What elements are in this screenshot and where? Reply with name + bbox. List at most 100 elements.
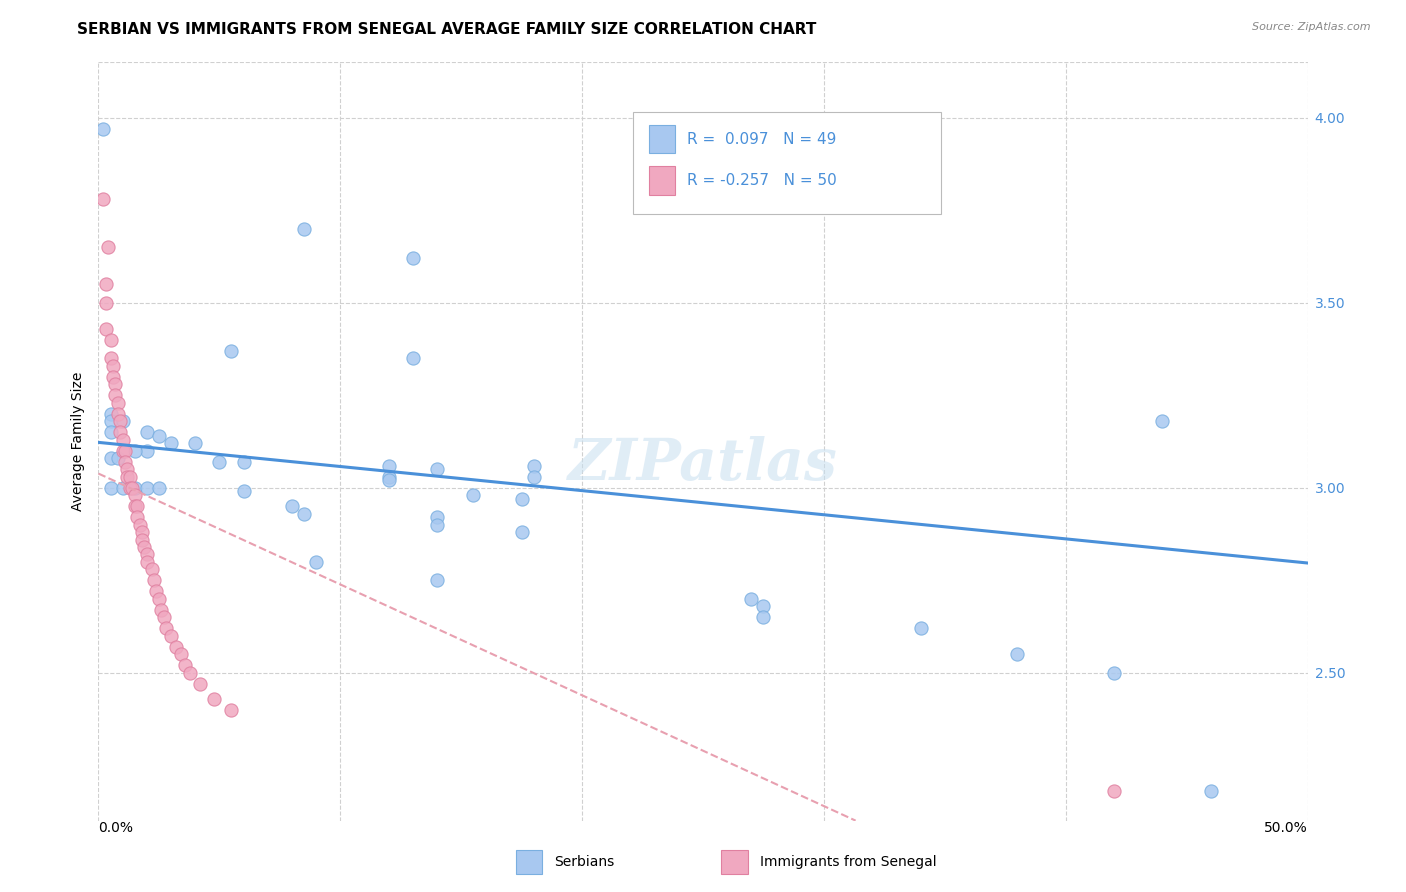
- Point: [131, 525, 153, 540]
- Point: [145, 584, 167, 599]
- Point: [124, 481, 146, 495]
- Point: [100, 407, 122, 421]
- Point: [135, 425, 157, 440]
- Point: [124, 443, 146, 458]
- Point: [108, 414, 131, 428]
- Point: [135, 547, 157, 561]
- Point: [100, 414, 122, 428]
- Point: [204, 691, 226, 706]
- Point: [1152, 414, 1174, 428]
- Point: [100, 481, 122, 495]
- Point: [94, 322, 117, 336]
- Point: [426, 517, 449, 532]
- Point: [148, 481, 170, 495]
- Point: [169, 647, 191, 661]
- Point: [100, 351, 122, 366]
- Point: [117, 462, 139, 476]
- Text: R =  0.097   N = 49: R = 0.097 N = 49: [688, 131, 837, 146]
- Point: [523, 469, 546, 483]
- Point: [152, 610, 174, 624]
- Point: [165, 640, 187, 654]
- Point: [174, 658, 197, 673]
- Point: [100, 425, 122, 440]
- Point: [510, 525, 533, 540]
- Point: [281, 500, 304, 514]
- Point: [131, 533, 153, 547]
- Point: [150, 603, 173, 617]
- Point: [523, 458, 546, 473]
- FancyBboxPatch shape: [648, 166, 675, 195]
- Point: [135, 443, 157, 458]
- Point: [160, 436, 183, 450]
- Point: [118, 481, 141, 495]
- Point: [184, 436, 207, 450]
- Text: Serbians: Serbians: [554, 855, 614, 870]
- Point: [100, 451, 122, 466]
- FancyBboxPatch shape: [721, 850, 748, 874]
- Point: [188, 677, 211, 691]
- Point: [97, 240, 120, 254]
- Point: [135, 555, 157, 569]
- Point: [377, 469, 399, 483]
- FancyBboxPatch shape: [633, 112, 941, 214]
- Text: R = -0.257   N = 50: R = -0.257 N = 50: [688, 173, 837, 188]
- Point: [463, 488, 485, 502]
- Point: [134, 540, 156, 554]
- Text: Source: ZipAtlas.com: Source: ZipAtlas.com: [1253, 22, 1371, 32]
- Point: [179, 665, 201, 680]
- Point: [160, 629, 183, 643]
- Point: [108, 425, 131, 440]
- Text: 50.0%: 50.0%: [1264, 821, 1308, 835]
- Point: [101, 369, 124, 384]
- Point: [1007, 647, 1029, 661]
- Point: [305, 555, 328, 569]
- Point: [111, 481, 134, 495]
- Point: [232, 484, 254, 499]
- Point: [141, 562, 163, 576]
- Y-axis label: Average Family Size: Average Family Size: [70, 372, 84, 511]
- Point: [111, 443, 134, 458]
- Point: [148, 591, 170, 606]
- Text: Immigrants from Senegal: Immigrants from Senegal: [759, 855, 936, 870]
- Point: [752, 610, 775, 624]
- Point: [111, 414, 134, 428]
- Point: [94, 296, 117, 310]
- Point: [127, 510, 149, 524]
- Point: [426, 573, 449, 587]
- Text: SERBIAN VS IMMIGRANTS FROM SENEGAL AVERAGE FAMILY SIZE CORRELATION CHART: SERBIAN VS IMMIGRANTS FROM SENEGAL AVERA…: [77, 22, 817, 37]
- Point: [104, 377, 127, 392]
- Point: [740, 591, 762, 606]
- Point: [121, 481, 143, 495]
- Point: [91, 122, 114, 136]
- Point: [124, 488, 146, 502]
- Point: [104, 388, 127, 402]
- Point: [1199, 784, 1222, 798]
- Point: [910, 621, 932, 635]
- Point: [155, 621, 177, 635]
- Point: [118, 469, 141, 483]
- Point: [114, 443, 136, 458]
- Point: [101, 359, 124, 373]
- Point: [111, 433, 134, 447]
- Point: [107, 395, 129, 409]
- Point: [1102, 665, 1125, 680]
- Point: [232, 455, 254, 469]
- Point: [752, 599, 775, 614]
- Point: [107, 407, 129, 421]
- Point: [148, 429, 170, 443]
- Point: [100, 333, 122, 347]
- Point: [426, 462, 449, 476]
- Text: ZIPatlas: ZIPatlas: [568, 436, 838, 492]
- Point: [128, 517, 150, 532]
- Point: [127, 500, 149, 514]
- Point: [114, 455, 136, 469]
- Point: [143, 573, 166, 587]
- FancyBboxPatch shape: [516, 850, 543, 874]
- Point: [208, 455, 231, 469]
- Point: [91, 192, 114, 206]
- Point: [124, 500, 146, 514]
- Point: [117, 469, 139, 483]
- Text: 0.0%: 0.0%: [98, 821, 134, 835]
- FancyBboxPatch shape: [648, 125, 675, 153]
- Point: [1102, 784, 1125, 798]
